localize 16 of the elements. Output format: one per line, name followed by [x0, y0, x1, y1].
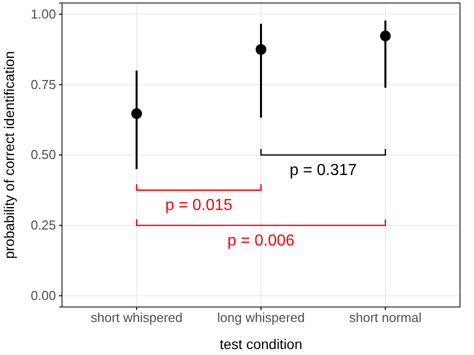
x-tick-label: short whispered [90, 310, 183, 326]
annotation: p = 0.317 [290, 162, 357, 179]
y-tick-label: 0.50 [30, 147, 56, 162]
y-tick-label: 0.25 [30, 218, 56, 233]
y-axis-title: probability of correct identification [1, 51, 17, 259]
y-tick-label: 1.00 [30, 6, 56, 22]
point [380, 30, 391, 42]
x-tick-label: long whispered [217, 310, 305, 326]
annotation: p = 0.015 [165, 197, 232, 214]
y-tick-label: 0.00 [30, 288, 56, 303]
y-tick-label: 0.75 [30, 76, 56, 92]
x-axis-title: test condition [220, 336, 302, 352]
point [131, 108, 142, 119]
x-tick-label: short normal [349, 310, 422, 326]
annotation: p = 0.006 [227, 232, 295, 250]
point [256, 44, 266, 55]
